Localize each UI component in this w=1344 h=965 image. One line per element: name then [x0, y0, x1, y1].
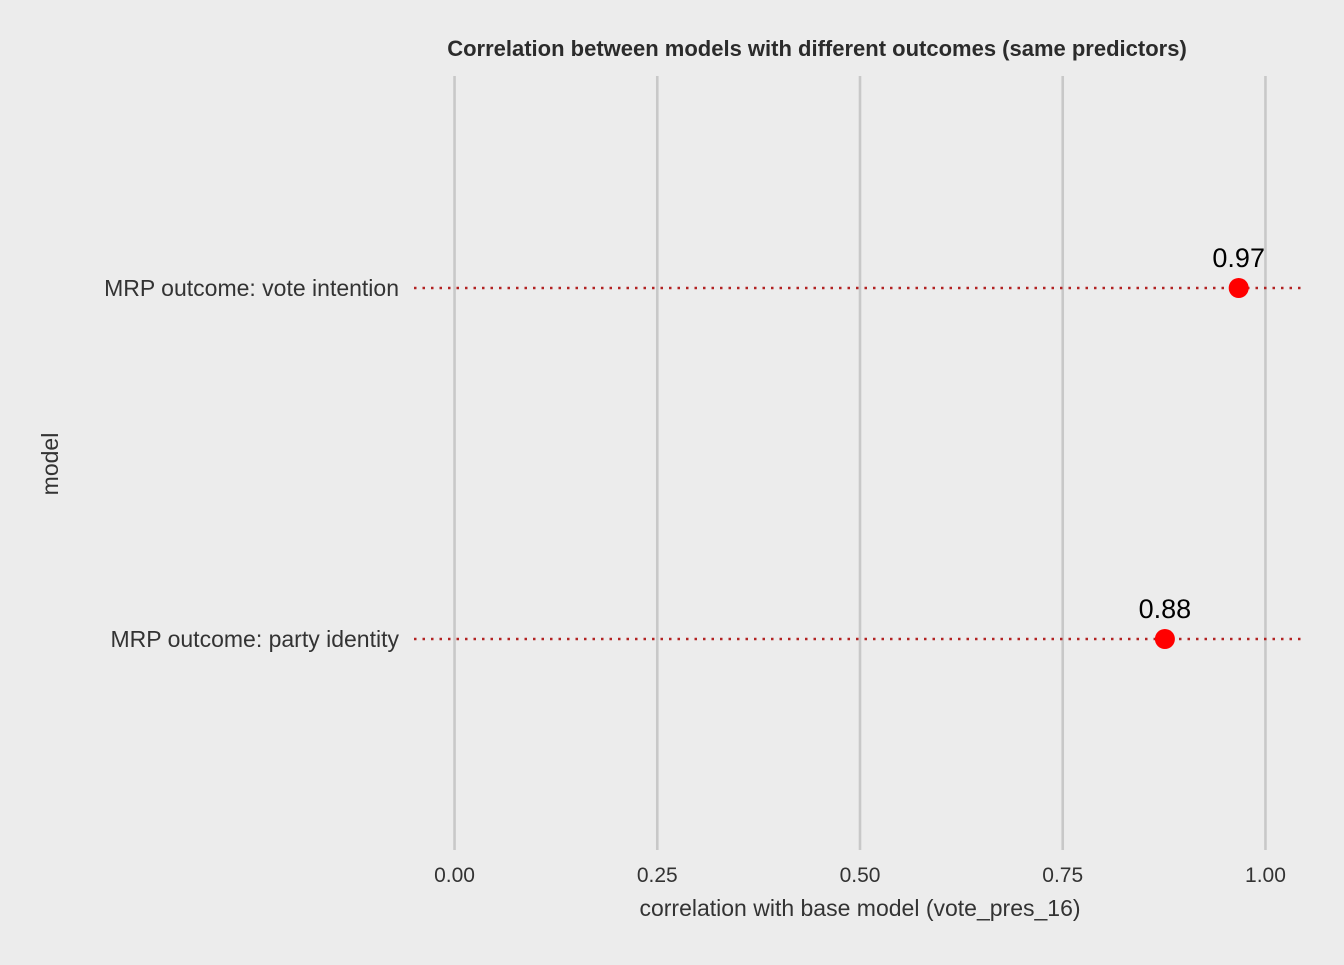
y-axis-title: model: [37, 433, 63, 496]
x-tick-label: 0.25: [637, 864, 678, 887]
x-tick-labels-layer: 0.00 0.25 0.50 0.75 1.00: [434, 864, 1286, 887]
category-label: MRP outcome: party identity: [111, 626, 400, 652]
category-label: MRP outcome: vote intention: [104, 275, 399, 301]
x-tick-label: 0.75: [1042, 864, 1083, 887]
data-point: [1154, 629, 1175, 649]
x-axis-title: correlation with base model (vote_pres_1…: [639, 895, 1080, 921]
points-layer: [1154, 278, 1249, 649]
x-tick-label: 1.00: [1245, 864, 1286, 887]
category-labels-layer: MRP outcome: vote intention MRP outcome: …: [104, 275, 399, 652]
data-label: 0.88: [1139, 594, 1192, 624]
data-point: [1228, 278, 1249, 298]
data-labels-layer: 0.97 0.88: [1139, 243, 1265, 624]
x-tick-label: 0.50: [840, 864, 881, 887]
grid-layer: [453, 76, 1267, 850]
data-label: 0.97: [1212, 243, 1265, 273]
x-tick-label: 0.00: [434, 864, 475, 887]
chart-title: Correlation between models with differen…: [447, 36, 1187, 61]
